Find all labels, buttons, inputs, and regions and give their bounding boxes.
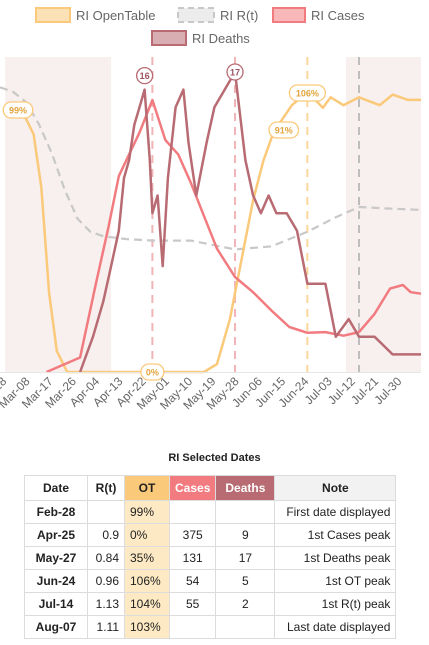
series-line-rt — [0, 86, 422, 251]
cell-rt: 0.84 — [87, 546, 125, 570]
svg-text:99%: 99% — [9, 106, 27, 116]
cell-note: 1st Deaths peak — [274, 546, 397, 570]
cell-deaths — [215, 615, 276, 639]
cell-ot: 104% — [124, 592, 170, 616]
table-row: Aug-07 1.11 103% Last date displayed — [24, 615, 397, 639]
annotation-label: 99% — [2, 101, 34, 119]
cell-date: Jul-14 — [24, 592, 88, 616]
table-row: Jul-14 1.13 104% 55 2 1st R(t) peak — [24, 592, 397, 616]
header-ot[interactable]: OT — [124, 475, 170, 501]
cell-date: Aug-07 — [24, 615, 88, 639]
cell-ot: 0% — [124, 523, 170, 547]
cell-date: May-27 — [24, 546, 88, 570]
legend-label: RI Deaths — [192, 31, 250, 46]
cell-date: Jun-24 — [24, 569, 88, 593]
annotation-label: 16 — [135, 66, 154, 85]
header-deaths[interactable]: Deaths — [215, 475, 276, 501]
series-line-deaths — [78, 70, 421, 373]
cell-cases — [168, 615, 217, 639]
table-row: Feb-28 99% First date displayed — [24, 500, 397, 524]
header-cases[interactable]: Cases — [168, 475, 217, 501]
cell-date: Feb-28 — [24, 500, 88, 524]
legend-label: RI Cases — [311, 8, 365, 23]
svg-text:16: 16 — [140, 71, 150, 81]
header-date[interactable]: Date — [24, 475, 88, 501]
cell-rt: 0.96 — [87, 569, 125, 593]
cell-rt: 1.13 — [87, 592, 125, 616]
cell-deaths: 5 — [215, 569, 276, 593]
legend-swatch — [177, 7, 215, 23]
cell-deaths: 17 — [215, 546, 276, 570]
x-tick-label: Jul-30 — [371, 374, 404, 407]
selected-dates-table: Date R(t) OT Cases Deaths Note Feb-28 99%… — [24, 475, 397, 639]
cell-rt: 1.11 — [87, 615, 125, 639]
cell-ot: 106% — [124, 569, 170, 593]
legend-item[interactable]: RI Deaths — [151, 30, 250, 46]
cell-cases: 54 — [168, 569, 217, 593]
cell-ot: 99% — [124, 500, 170, 524]
annotation-label: 0% — [140, 363, 165, 381]
legend-item[interactable]: RI Cases — [272, 7, 365, 23]
legend-item[interactable]: RI OpenTable — [35, 7, 156, 23]
cell-note: 1st R(t) peak — [274, 592, 397, 616]
cell-deaths: 2 — [215, 592, 276, 616]
series-line-opentable — [5, 90, 421, 374]
legend-swatch — [272, 7, 306, 23]
svg-text:17: 17 — [230, 68, 240, 78]
cell-note: 1st OT peak — [274, 569, 397, 593]
legend-label: RI R(t) — [220, 8, 258, 23]
annotation-label: 106% — [288, 84, 327, 102]
svg-text:0%: 0% — [146, 368, 159, 378]
header-note[interactable]: Note — [274, 475, 397, 501]
header-rt[interactable]: R(t) — [87, 475, 125, 501]
cell-rt — [87, 500, 125, 524]
cell-note: 1st Cases peak — [274, 523, 397, 547]
legend-label: RI OpenTable — [76, 8, 156, 23]
cell-ot: 103% — [124, 615, 170, 639]
cell-deaths: 9 — [215, 523, 276, 547]
table-title: RI Selected Dates — [168, 452, 261, 464]
cell-cases: 55 — [168, 592, 217, 616]
annotation-label: 17 — [226, 63, 244, 81]
cell-cases: 375 — [168, 523, 217, 547]
legend-swatch — [151, 30, 187, 46]
svg-text:106%: 106% — [296, 89, 319, 99]
cell-rt: 0.9 — [87, 523, 125, 547]
covid-chart: 99%0%16 1791%106%Feb-28Mar-08Mar-17Mar-26… — [0, 7, 422, 412]
table-header-row: Date R(t) OT Cases Deaths Note — [24, 475, 397, 501]
cell-date: Apr-25 — [24, 523, 88, 547]
svg-text:91%: 91% — [275, 126, 293, 136]
cell-cases — [168, 500, 217, 524]
table-row: Jun-24 0.96 106% 54 5 1st OT peak — [24, 569, 397, 593]
series-line-cases — [46, 98, 422, 374]
cell-deaths — [215, 500, 276, 524]
shaded-period — [346, 57, 421, 372]
legend-swatch — [35, 7, 71, 23]
cell-ot: 35% — [124, 546, 170, 570]
table-row: Apr-25 0.9 0% 375 9 1st Cases peak — [24, 523, 397, 547]
annotation-label: 91% — [268, 121, 300, 139]
table-row: May-27 0.84 35% 131 17 1st Deaths peak — [24, 546, 397, 570]
cell-note: Last date displayed — [274, 615, 397, 639]
legend-item[interactable]: RI R(t) — [177, 7, 258, 23]
cell-cases: 131 — [168, 546, 217, 570]
cell-note: First date displayed — [274, 500, 397, 524]
